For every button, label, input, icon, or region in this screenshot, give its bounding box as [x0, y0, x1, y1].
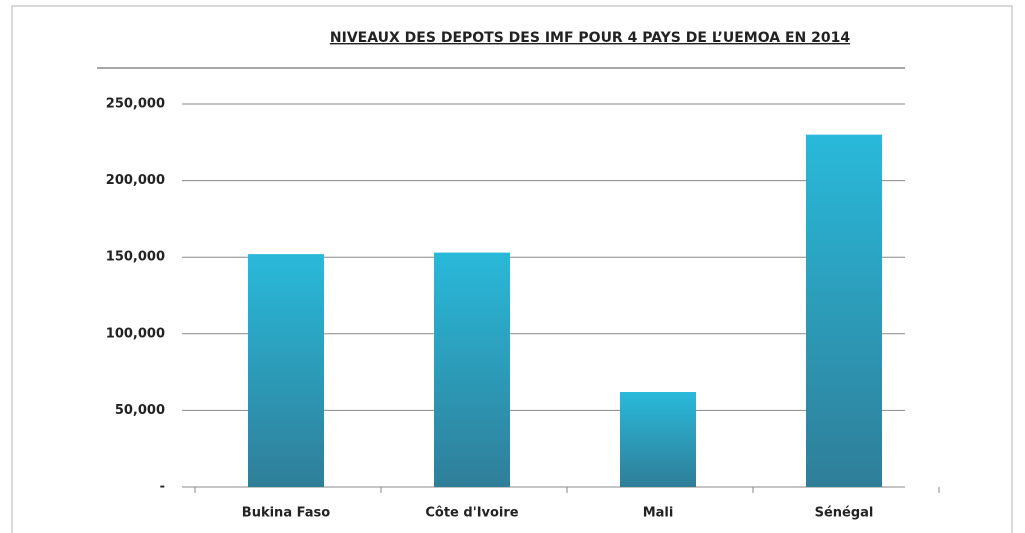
x-tick-label: Bukina Faso — [242, 506, 330, 521]
x-tick-label: Sénégal — [815, 506, 874, 521]
bar — [434, 252, 510, 487]
y-tick-label: 250,000 — [106, 97, 165, 112]
y-tick-label: 50,000 — [115, 403, 165, 418]
chart-title: NIVEAUX DES DEPOTS DES IMF POUR 4 PAYS D… — [330, 30, 850, 46]
y-tick-label: - — [160, 480, 165, 495]
bar — [806, 134, 882, 487]
frame — [11, 5, 1013, 533]
x-tick-label: Mali — [643, 506, 674, 521]
bar — [620, 392, 696, 487]
bar — [248, 254, 324, 487]
y-tick-label: 150,000 — [106, 250, 165, 265]
y-tick-label: 100,000 — [106, 326, 165, 341]
y-tick-label: 200,000 — [106, 173, 165, 188]
x-tick-label: Côte d'Ivoire — [425, 506, 518, 521]
